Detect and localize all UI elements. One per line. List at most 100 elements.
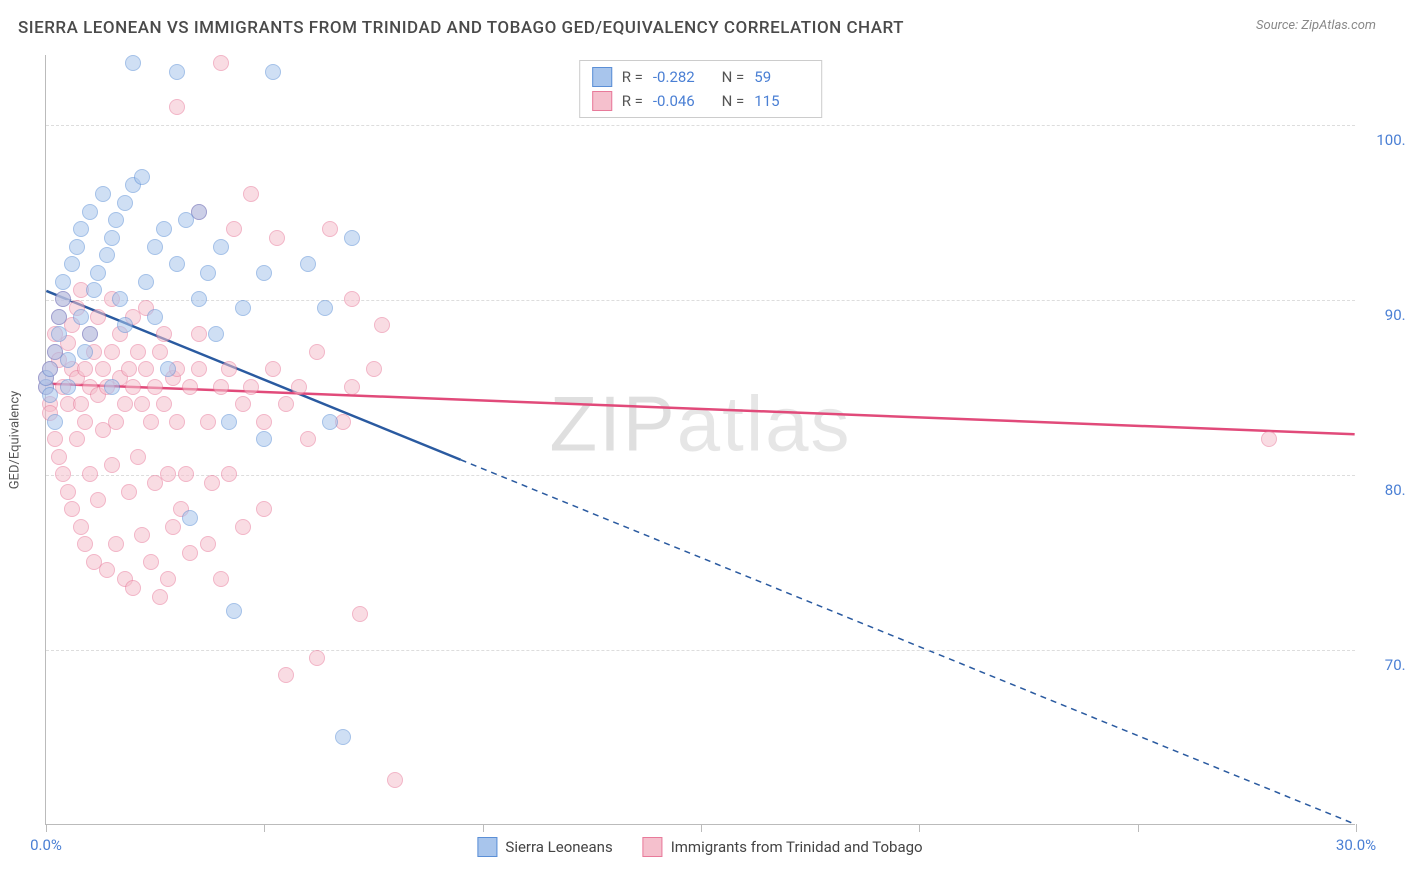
watermark: ZIPatlas [549, 379, 851, 470]
data-point [165, 519, 181, 535]
data-point [152, 344, 168, 360]
stats-legend-box: R =-0.282 N =59R =-0.046 N =115 [579, 60, 823, 118]
data-point [117, 317, 133, 333]
data-point [73, 309, 89, 325]
y-tick-label: 70.0% [1365, 656, 1406, 674]
data-point [256, 265, 272, 281]
data-point [291, 379, 307, 395]
data-point [269, 230, 285, 246]
data-point [265, 361, 281, 377]
data-point [104, 230, 120, 246]
y-axis-label: GED/Equivalency [8, 391, 23, 490]
data-point [256, 414, 272, 430]
legend-swatch [477, 837, 497, 857]
data-point [191, 361, 207, 377]
data-point [278, 396, 294, 412]
bottom-legend: Sierra Leoneans Immigrants from Trinidad … [477, 837, 922, 857]
data-point [344, 230, 360, 246]
data-point [112, 291, 128, 307]
data-point [226, 603, 242, 619]
data-point [82, 466, 98, 482]
data-point [60, 379, 76, 395]
stat-r-label: R = [622, 92, 643, 110]
source-label: Source: ZipAtlas.com [1256, 18, 1376, 33]
data-point [243, 379, 259, 395]
y-tick-label: 80.0% [1365, 481, 1406, 499]
data-point [169, 256, 185, 272]
data-point [226, 221, 242, 237]
y-tick-label: 100.0% [1365, 131, 1406, 149]
data-point [51, 309, 67, 325]
data-point [77, 344, 93, 360]
data-point [86, 282, 102, 298]
data-point [300, 431, 316, 447]
data-point [235, 519, 251, 535]
x-tick [1356, 824, 1357, 832]
data-point [182, 379, 198, 395]
data-point [191, 326, 207, 342]
data-point [130, 344, 146, 360]
legend-item: Immigrants from Trinidad and Tobago [643, 837, 923, 857]
data-point [108, 212, 124, 228]
data-point [108, 536, 124, 552]
data-point [278, 667, 294, 683]
data-point [108, 414, 124, 430]
data-point [160, 571, 176, 587]
data-point [138, 274, 154, 290]
data-point [82, 204, 98, 220]
legend-swatch [592, 67, 612, 87]
plot-area: ZIPatlas R =-0.282 N =59R =-0.046 N =115… [45, 55, 1355, 825]
data-point [60, 352, 76, 368]
data-point [213, 571, 229, 587]
data-point [200, 414, 216, 430]
data-point [95, 361, 111, 377]
trend-line-dashed [461, 460, 1355, 824]
data-point [221, 414, 237, 430]
data-point [138, 361, 154, 377]
data-point [134, 527, 150, 543]
data-point [95, 186, 111, 202]
data-point [64, 501, 80, 517]
data-point [69, 239, 85, 255]
legend-swatch [592, 91, 612, 111]
data-point [125, 55, 141, 71]
data-point [90, 309, 106, 325]
stat-r-label: R = [622, 68, 643, 86]
data-point [42, 361, 58, 377]
data-point [104, 379, 120, 395]
data-point [73, 396, 89, 412]
data-point [366, 361, 382, 377]
data-point [77, 361, 93, 377]
data-point [117, 396, 133, 412]
data-point [309, 650, 325, 666]
data-point [147, 239, 163, 255]
data-point [169, 414, 185, 430]
data-point [300, 256, 316, 272]
stat-r-value: -0.282 [653, 68, 708, 86]
data-point [1261, 431, 1277, 447]
data-point [125, 379, 141, 395]
data-point [191, 204, 207, 220]
data-point [99, 247, 115, 263]
data-point [213, 55, 229, 71]
x-tick-label: 30.0% [1336, 836, 1376, 854]
data-point [200, 536, 216, 552]
data-point [265, 64, 281, 80]
chart-area: GED/Equivalency ZIPatlas R =-0.282 N =59… [45, 55, 1355, 825]
data-point [178, 466, 194, 482]
legend-item: Sierra Leoneans [477, 837, 612, 857]
x-tick [919, 824, 920, 832]
data-point [213, 239, 229, 255]
data-point [322, 221, 338, 237]
data-point [169, 99, 185, 115]
data-point [147, 309, 163, 325]
data-point [64, 256, 80, 272]
data-point [235, 300, 251, 316]
trend-lines [46, 55, 1355, 824]
stats-row: R =-0.046 N =115 [592, 89, 810, 113]
data-point [104, 457, 120, 473]
data-point [77, 536, 93, 552]
data-point [77, 414, 93, 430]
data-point [73, 519, 89, 535]
data-point [55, 466, 71, 482]
